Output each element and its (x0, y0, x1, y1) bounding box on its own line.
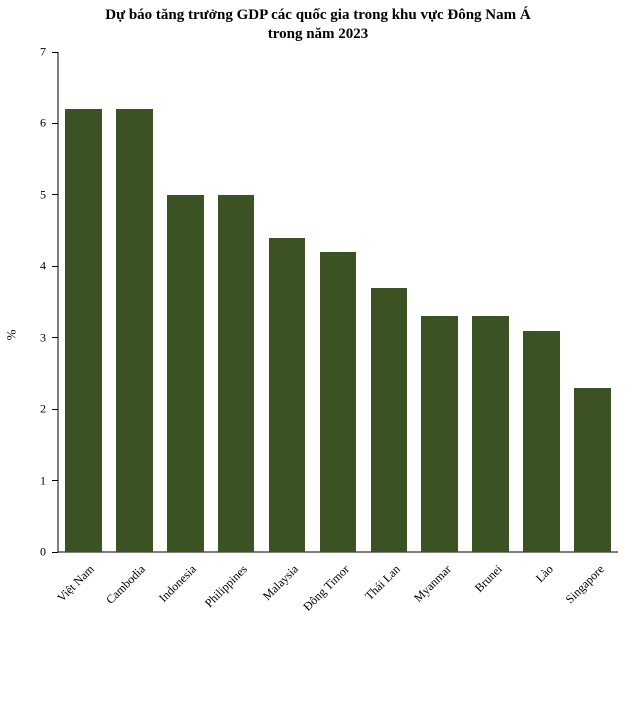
y-tick-label: 3 (40, 330, 58, 345)
y-tick-label: 4 (40, 259, 58, 274)
y-axis-label: % (3, 329, 19, 340)
bar (523, 331, 560, 552)
plot-area: 01234567 (58, 52, 618, 552)
y-tick-label: 7 (40, 45, 58, 60)
bar (269, 238, 306, 552)
bar (116, 109, 153, 552)
bar (472, 316, 509, 552)
y-tick-label: 0 (40, 545, 58, 560)
bar (65, 109, 102, 552)
bar (167, 195, 204, 552)
bar (218, 195, 255, 552)
x-labels: Việt NamCambodiaIndonesiaPhilippinesMala… (58, 552, 618, 662)
y-tick-label: 1 (40, 473, 58, 488)
chart-title: Dự báo tăng trưởng GDP các quốc gia tron… (0, 6, 636, 44)
bar (371, 288, 408, 552)
bar (574, 388, 611, 552)
gdp-forecast-chart: Dự báo tăng trưởng GDP các quốc gia tron… (0, 0, 636, 669)
y-tick-label: 2 (40, 402, 58, 417)
bar (320, 252, 357, 552)
bars-container (58, 52, 618, 552)
y-tick-label: 5 (40, 187, 58, 202)
y-tick-label: 6 (40, 116, 58, 131)
bar (421, 316, 458, 552)
